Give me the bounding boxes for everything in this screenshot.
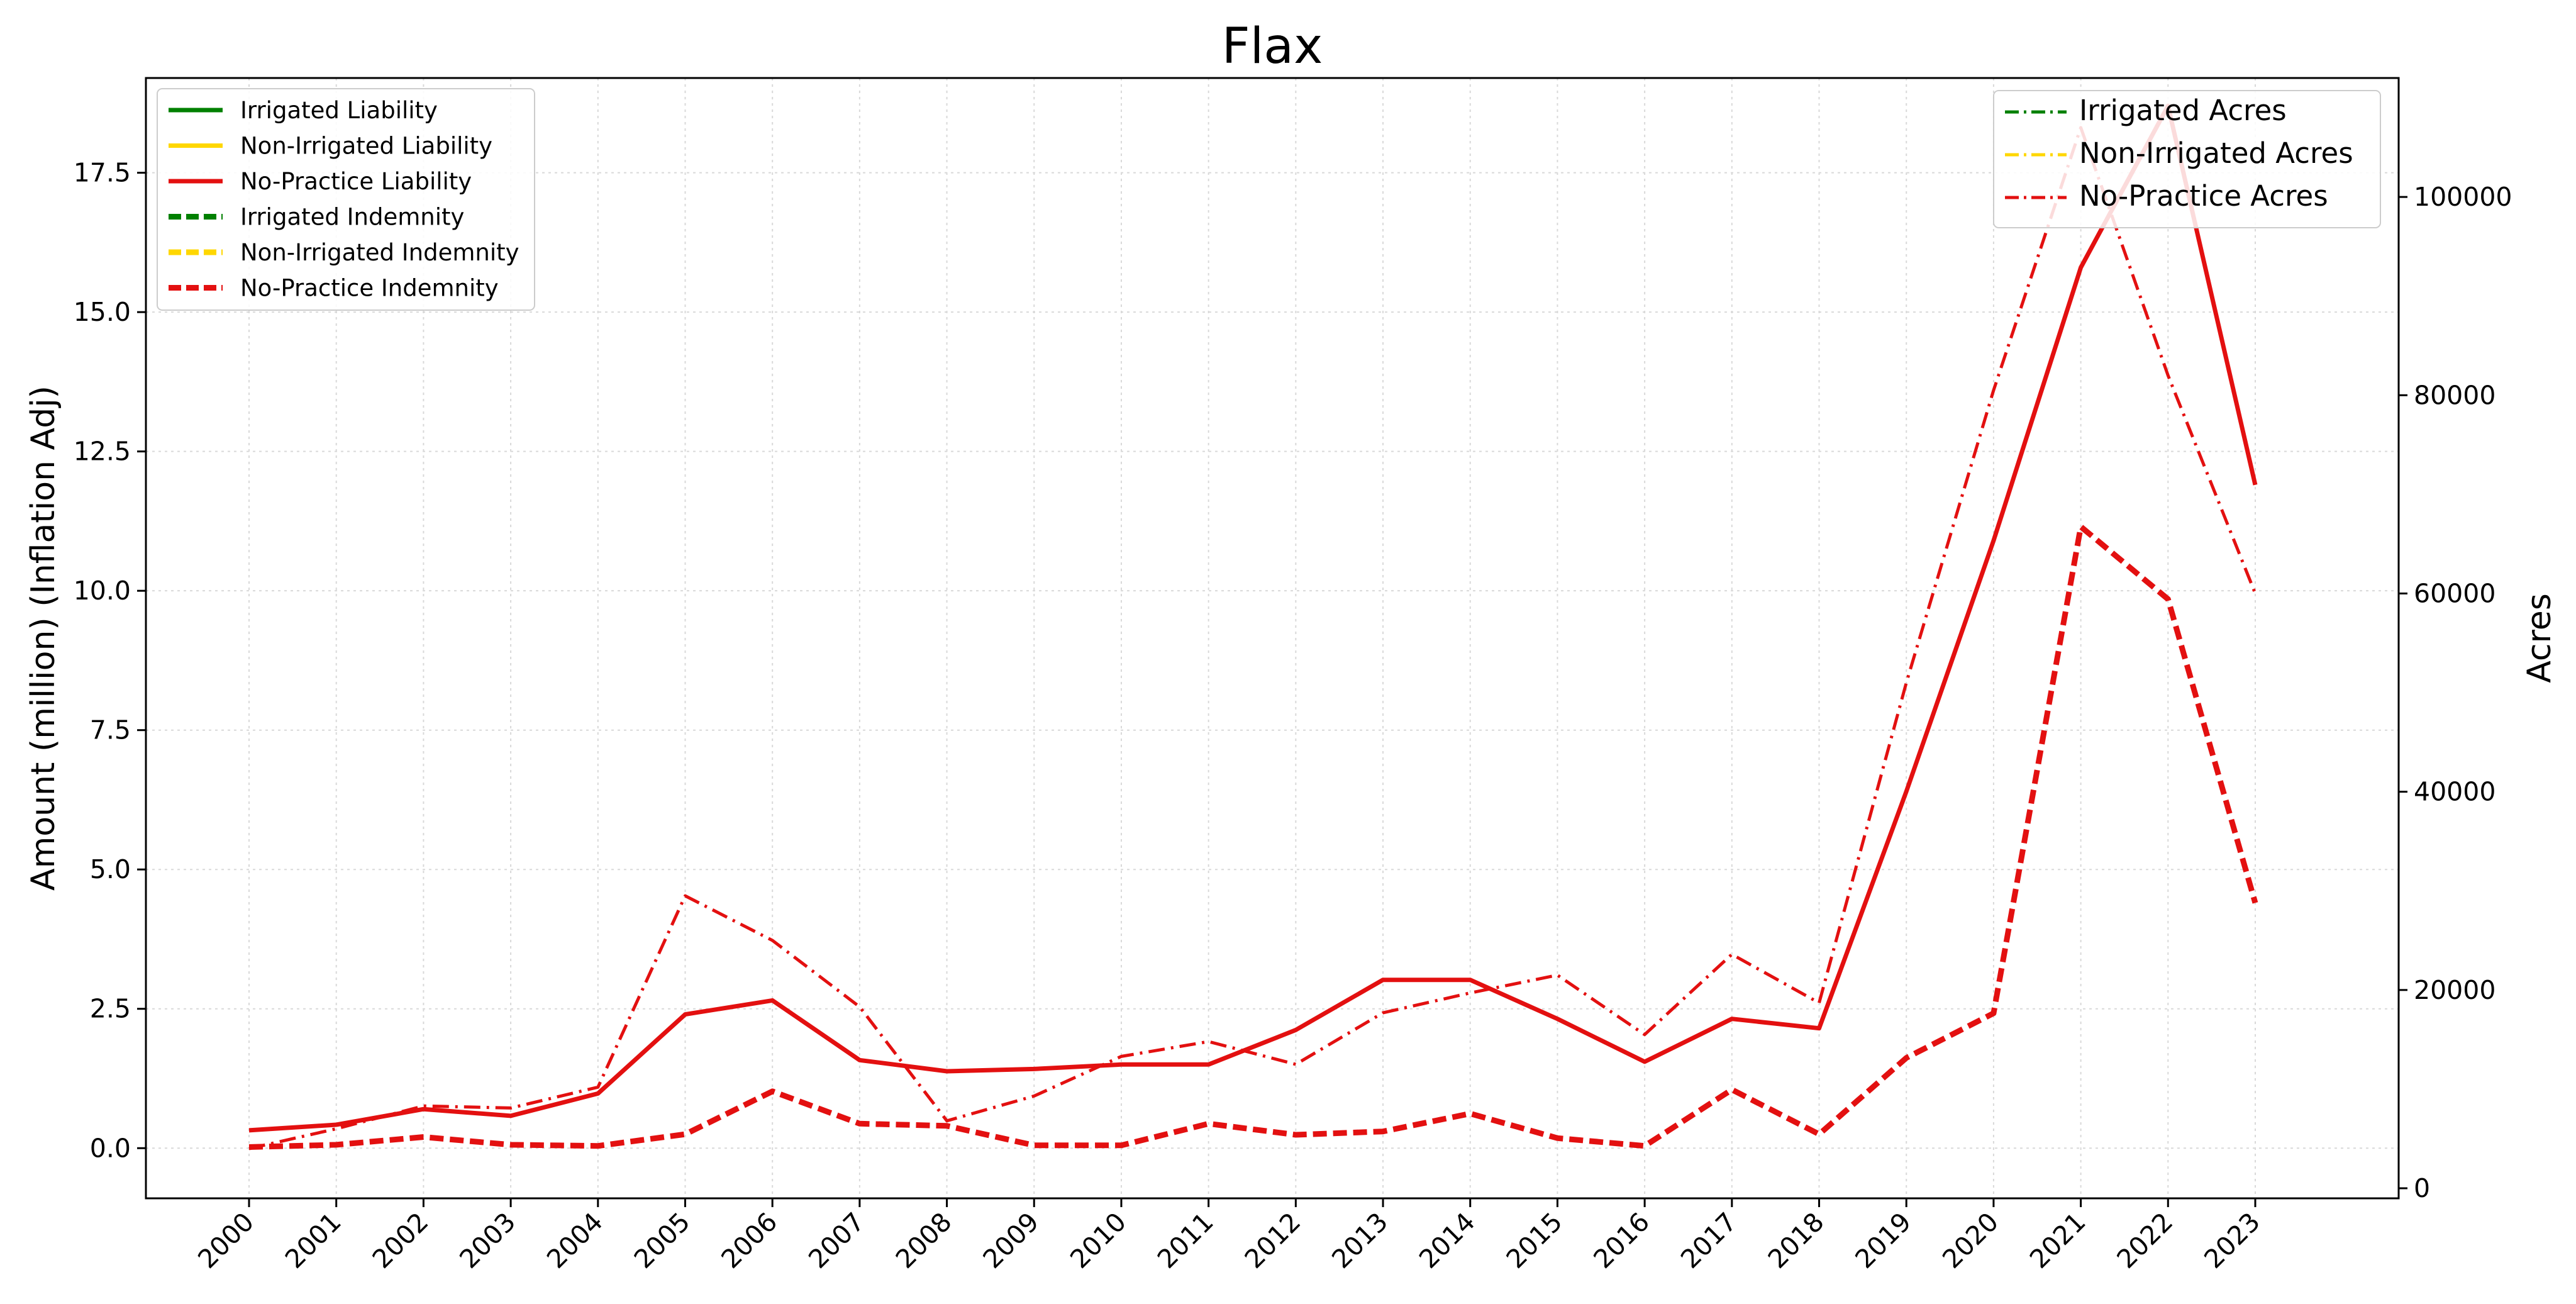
x-tick-label: 2016 [1587,1206,1655,1274]
plot-area-frame [145,77,2400,1200]
x-tick-label: 2003 [453,1206,521,1274]
legend-box [1993,90,2381,228]
x-tick-label: 2023 [2198,1206,2266,1274]
y2-tick-label: 40000 [2414,777,2496,807]
legend-left: Irrigated Liability Non-Irrigated Liabili… [157,88,535,311]
legend-label: Irrigated Indemnity [240,204,464,231]
x-tick-label: 2009 [977,1206,1045,1274]
legend-label: Non-Irrigated Acres [2079,137,2353,170]
chart-title: Flax [1222,18,1323,75]
series-line-no-practice-indemnity [248,523,2258,1150]
y-axis-right: 0 20000 40000 60000 80000 100000 [2399,182,2512,1203]
x-tick-label: 2002 [367,1206,435,1274]
y-tick-label: 15.0 [74,297,131,327]
y2-tick-label: 0 [2414,1173,2430,1203]
y-tick-label: 5.0 [90,854,131,884]
x-tick-label: 2017 [1675,1206,1743,1274]
grid [146,78,2399,1198]
series-line-no-practice-liability [248,103,2258,1133]
x-tick-label: 2013 [1326,1206,1394,1274]
legend-label: No-Practice Acres [2079,179,2328,213]
y-tick-label: 10.0 [74,576,131,606]
y-axis-left: 0.0 2.5 5.0 7.5 10.0 12.5 15.0 17.5 [74,158,146,1163]
y2-tick-label: 100000 [2414,182,2512,212]
x-tick-label: 2005 [628,1206,696,1274]
x-tick-label: 2021 [2024,1206,2092,1274]
legend-label: Irrigated Acres [2079,94,2287,127]
y2-tick-label: 80000 [2414,380,2496,410]
x-tick-label: 2001 [279,1206,347,1274]
x-tick-label: 2008 [890,1206,958,1274]
y-tick-label: 0.0 [90,1133,131,1163]
x-tick-label: 2010 [1064,1206,1132,1274]
y2-tick-label: 20000 [2414,975,2496,1005]
x-tick-label: 2007 [802,1206,870,1274]
x-tick-label: 2004 [541,1206,609,1274]
legend-label: Irrigated Liability [240,97,438,124]
x-tick-label: 2015 [1501,1206,1568,1274]
y-tick-label: 2.5 [90,994,131,1024]
legend-label: No-Practice Indemnity [240,275,499,302]
legend-label: Non-Irrigated Liability [240,133,492,160]
x-tick-label: 2012 [1239,1206,1307,1274]
x-tick-label: 2011 [1152,1206,1219,1274]
legend-label: No-Practice Liability [240,168,472,195]
x-tick-label: 2019 [1850,1206,1918,1274]
x-tick-label: 2006 [716,1206,784,1274]
x-tick-label: 2020 [1936,1206,2004,1274]
y-tick-label: 12.5 [74,437,131,467]
legend-right: Irrigated Acres Non-Irrigated Acres No-Pra… [1993,90,2381,228]
y2-axis-title: Acres [2521,593,2558,683]
y-tick-label: 17.5 [74,158,131,188]
legend-label: Non-Irrigated Indemnity [240,239,519,266]
x-tick-label: 2000 [192,1206,260,1274]
x-tick-label: 2018 [1762,1206,1830,1274]
x-axis: 2000 2001 2002 2003 2004 2005 2006 2007 2008 2009… [192,1198,2266,1274]
series-line-no-practice-acres [248,126,2257,1151]
legend-box [157,88,535,311]
y2-tick-label: 60000 [2414,578,2496,608]
x-tick-label: 2014 [1413,1206,1481,1274]
plot-series [248,103,2258,1151]
y-axis-title: Amount (million) (Inflation Adj) [25,386,62,891]
x-tick-label: 2022 [2111,1206,2179,1274]
y-tick-label: 7.5 [90,715,131,745]
